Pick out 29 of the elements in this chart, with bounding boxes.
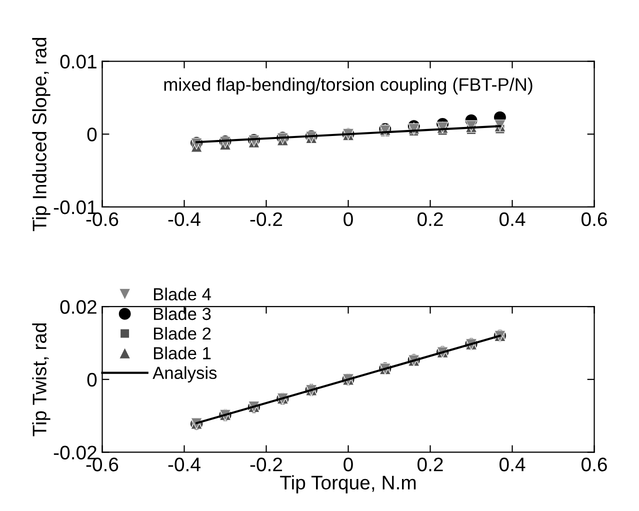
x-tick-label: 0.4: [500, 458, 526, 472]
legend-label: Blade 4: [154, 288, 211, 300]
x-tick-label: 0.2: [418, 458, 443, 472]
y-tick-label: 0: [87, 128, 97, 142]
x-tick-label: -0.2: [250, 212, 282, 226]
x-tick-label: 0.6: [582, 212, 607, 226]
legend-label: Analysis: [152, 366, 217, 382]
legend-label: Blade 1: [154, 346, 211, 360]
x-tick-label: -0.6: [86, 458, 118, 472]
y-tick-label: -0.01: [54, 200, 96, 214]
y-tick-label: 0.01: [60, 54, 96, 69]
x-tick-label: -0.4: [168, 212, 200, 226]
y-tick-label: -0.02: [54, 446, 96, 460]
x-tick-label: 0.6: [582, 458, 607, 472]
y-axis-title: Tip Twist, rad: [32, 323, 50, 436]
x-tick-label: 0.2: [418, 212, 443, 226]
x-tick-label: -0.6: [86, 212, 118, 226]
x-tick-label: -0.2: [250, 458, 282, 472]
x-axis-title: Tip Torque, N.m: [280, 475, 416, 494]
x-tick-label: 0.4: [500, 212, 526, 226]
annotation: mixed flap-bending/torsion coupling (FBT-P/N): [164, 78, 532, 94]
legend-label: Blade 2: [154, 326, 211, 340]
x-tick-label: 0: [344, 212, 353, 226]
x-tick-label: 0: [344, 458, 353, 472]
y-tick-label: 0.02: [60, 300, 96, 314]
y-tick-label: 0: [87, 372, 97, 387]
y-axis-title: Tip Induced Slope, rad: [32, 38, 50, 232]
legend-label: Blade 3: [154, 307, 211, 320]
x-tick-label: -0.4: [168, 458, 200, 472]
